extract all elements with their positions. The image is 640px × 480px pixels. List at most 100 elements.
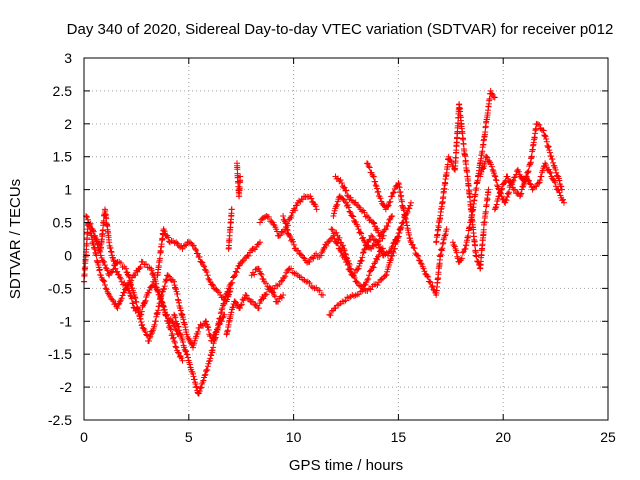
x-tick-label: 25 bbox=[600, 429, 616, 445]
data-point-interp bbox=[278, 294, 285, 301]
data-point bbox=[179, 245, 186, 252]
data-point-interp bbox=[124, 271, 131, 278]
data-point-interp bbox=[134, 268, 141, 275]
data-point-interp bbox=[296, 197, 303, 204]
data-point-interp bbox=[213, 286, 220, 293]
data-point bbox=[280, 291, 287, 298]
data-point bbox=[200, 377, 207, 384]
x-tick-label: 15 bbox=[391, 429, 407, 445]
data-point-interp bbox=[492, 204, 499, 211]
data-point-interp bbox=[233, 269, 240, 276]
data-point bbox=[313, 206, 320, 213]
data-point-interp bbox=[126, 277, 133, 284]
data-point-interp bbox=[340, 242, 347, 249]
data-point bbox=[179, 357, 186, 364]
data-point-interp bbox=[530, 184, 537, 191]
data-point-interp bbox=[234, 265, 241, 272]
data-point-interp bbox=[333, 229, 340, 236]
data-point-interp bbox=[385, 219, 392, 226]
data-point-interp bbox=[390, 189, 397, 196]
data-point-interp bbox=[524, 169, 531, 176]
data-point-interp bbox=[262, 291, 269, 298]
data-point bbox=[389, 212, 396, 219]
data-point-interp bbox=[121, 279, 128, 286]
data-point-interp bbox=[198, 384, 205, 391]
data-point bbox=[368, 245, 375, 252]
data-point-interp bbox=[331, 235, 338, 242]
data-point-interp bbox=[117, 275, 124, 282]
data-point-interp bbox=[210, 282, 217, 289]
y-tick-label: -0.5 bbox=[48, 280, 72, 296]
data-point-interp bbox=[176, 327, 183, 334]
data-point-interp bbox=[416, 257, 423, 264]
data-point-interp bbox=[284, 227, 291, 234]
data-point-interp bbox=[127, 281, 134, 288]
data-point-interp bbox=[161, 285, 168, 292]
data-point-interp bbox=[100, 277, 107, 284]
data-point-interp bbox=[452, 154, 459, 161]
data-point-interp bbox=[169, 319, 176, 326]
data-point-interp bbox=[356, 262, 363, 269]
data-point-interp bbox=[370, 264, 377, 271]
data-point-interp bbox=[138, 311, 145, 318]
data-point-interp bbox=[364, 243, 371, 250]
data-point-interp bbox=[215, 289, 222, 296]
data-point-interp bbox=[545, 144, 552, 151]
data-point-interp bbox=[190, 373, 197, 380]
data-point-interp bbox=[372, 182, 379, 189]
data-point-interp bbox=[183, 348, 190, 355]
data-point-interp bbox=[271, 285, 278, 292]
data-point-interp bbox=[453, 249, 460, 256]
data-point bbox=[374, 239, 381, 246]
data-point bbox=[164, 272, 171, 279]
data-point-interp bbox=[172, 314, 179, 321]
data-point-interp bbox=[343, 254, 350, 261]
data-point bbox=[97, 272, 104, 279]
data-point-interp bbox=[195, 328, 202, 335]
data-point-interp bbox=[169, 335, 176, 342]
data-point-interp bbox=[243, 292, 250, 299]
data-point-interp bbox=[374, 189, 381, 196]
data-point-interp bbox=[429, 282, 436, 289]
data-point-interp bbox=[533, 183, 540, 190]
data-point-interp bbox=[194, 250, 201, 257]
data-point-interp bbox=[388, 213, 395, 220]
data-point-interp bbox=[361, 246, 368, 253]
data-point-interp bbox=[544, 142, 551, 149]
data-point-interp bbox=[255, 305, 262, 312]
data-point-interp bbox=[308, 195, 315, 202]
data-point-interp bbox=[133, 299, 140, 306]
data-point bbox=[533, 120, 540, 127]
data-point-interp bbox=[352, 219, 359, 226]
data-point bbox=[487, 87, 494, 94]
data-point-interp bbox=[451, 242, 458, 249]
data-point-interp bbox=[145, 289, 152, 296]
data-point bbox=[355, 226, 362, 233]
data-point-interp bbox=[280, 229, 287, 236]
data-point-interp bbox=[366, 164, 373, 171]
data-point-interp bbox=[331, 210, 338, 217]
data-point-interp bbox=[548, 153, 555, 160]
data-point-interp bbox=[381, 226, 388, 233]
data-point-interp bbox=[379, 245, 386, 252]
data-point-interp bbox=[505, 175, 512, 182]
data-point bbox=[330, 212, 337, 219]
data-point bbox=[189, 344, 196, 351]
data-point-interp bbox=[83, 213, 90, 220]
data-point-interp bbox=[552, 179, 559, 186]
data-point-interp bbox=[375, 188, 382, 195]
data-point bbox=[384, 252, 391, 259]
data-point-interp bbox=[139, 321, 146, 328]
data-point-interp bbox=[159, 236, 166, 243]
data-point-interp bbox=[448, 158, 455, 165]
data-point-interp bbox=[174, 291, 181, 298]
data-point-interp bbox=[520, 181, 527, 188]
data-point-interp bbox=[117, 260, 124, 267]
data-point-interp bbox=[262, 280, 269, 287]
data-point-interp bbox=[232, 299, 239, 306]
data-point-interp bbox=[354, 223, 361, 230]
y-tick-label: 0.5 bbox=[53, 215, 73, 231]
axis-ticks bbox=[83, 57, 609, 421]
data-point-interp bbox=[385, 202, 392, 209]
